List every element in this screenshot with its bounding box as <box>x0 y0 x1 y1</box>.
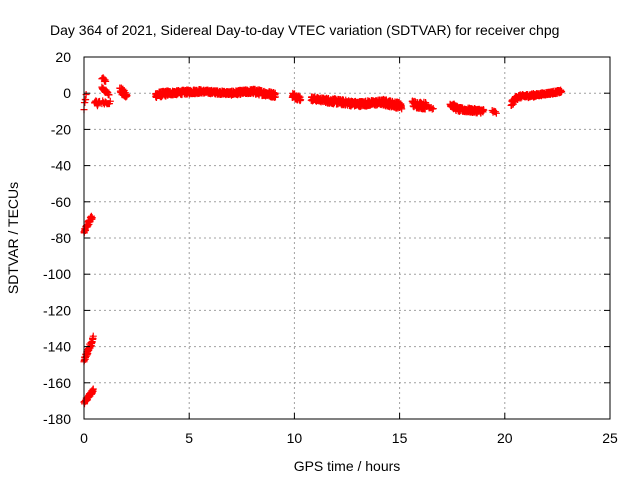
data-point <box>480 106 488 114</box>
chart-title: Day 364 of 2021, Sidereal Day-to-day VTE… <box>50 22 559 38</box>
y-tick-label: -20 <box>51 121 71 137</box>
x-tick-label: 10 <box>287 430 303 446</box>
labels-layer: 0 5 10 15 20 25 -180 -160 -140 -120 -100 -80 -60 -40 -… <box>43 49 618 446</box>
data-point <box>429 105 437 113</box>
y-tick-label: -180 <box>43 411 71 427</box>
data-point <box>102 77 110 85</box>
data-point <box>492 108 500 116</box>
x-tick-label: 5 <box>185 430 193 446</box>
y-tick-label: -40 <box>51 158 71 174</box>
data-point <box>88 214 96 222</box>
y-tick-label: -80 <box>51 230 71 246</box>
data-point <box>297 96 305 104</box>
x-tick-label: 15 <box>392 430 408 446</box>
data-point <box>398 105 406 113</box>
grid-layer <box>84 57 610 419</box>
x-axis-label: GPS time / hours <box>294 458 401 474</box>
y-tick-label: -140 <box>43 339 71 355</box>
y-tick-label: -100 <box>43 266 71 282</box>
data-point <box>89 332 97 340</box>
y-tick-label: -160 <box>43 375 71 391</box>
data-point <box>271 93 279 101</box>
x-tick-label: 20 <box>497 430 513 446</box>
y-tick-label: 20 <box>55 49 71 65</box>
data-point <box>105 91 113 99</box>
data-point <box>558 87 566 95</box>
data-point <box>89 385 97 393</box>
y-tick-label: 0 <box>63 85 71 101</box>
ticks-layer <box>83 56 611 420</box>
y-axis-label: SDTVAR / TECUs <box>5 182 21 294</box>
y-tick-label: -120 <box>43 302 71 318</box>
data-point <box>101 76 109 84</box>
data-point <box>123 91 131 99</box>
data-point <box>492 109 500 117</box>
data-point <box>106 97 114 105</box>
data-points-layer <box>80 74 566 408</box>
plot-frame <box>83 56 611 420</box>
x-tick-label: 25 <box>602 430 618 446</box>
x-tick-label: 0 <box>80 430 88 446</box>
y-tick-label: -60 <box>51 194 71 210</box>
